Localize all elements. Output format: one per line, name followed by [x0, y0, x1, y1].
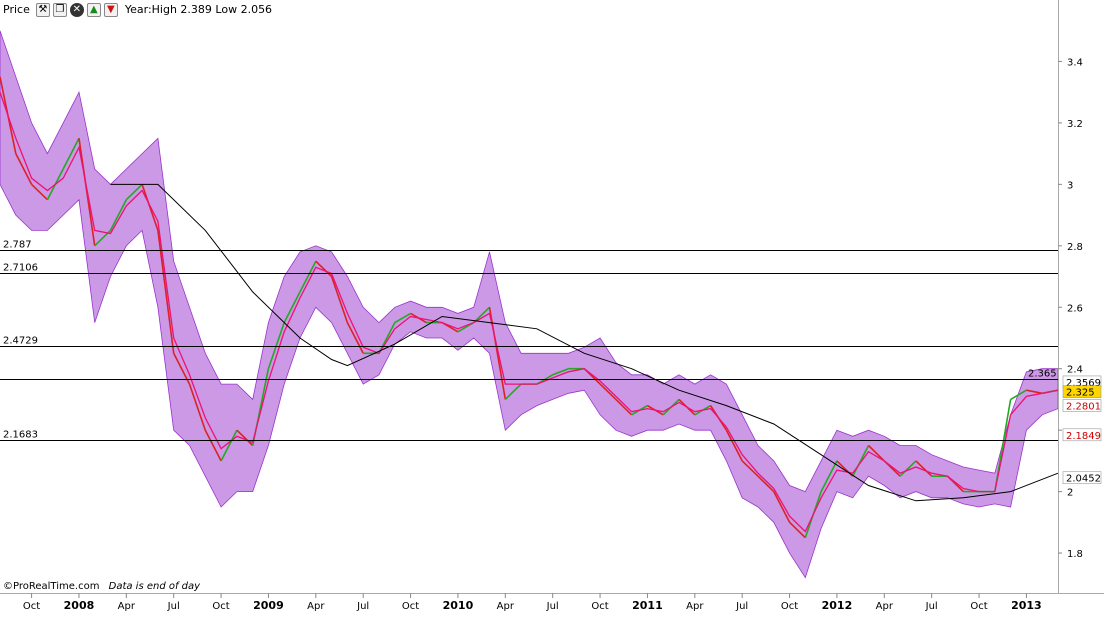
level-label: 2.787 — [3, 240, 32, 251]
y-tick-label: 2.6 — [1067, 303, 1083, 314]
level-label: 2.1683 — [3, 430, 38, 441]
x-tick-label: Apr — [686, 601, 704, 612]
price-segment — [741, 460, 759, 477]
price-segment — [899, 460, 917, 477]
price-segment — [599, 383, 617, 400]
y-tick-label: 3.2 — [1067, 119, 1083, 130]
y-tick-label: 3 — [1067, 180, 1073, 191]
close-icon[interactable]: ✕ — [69, 2, 84, 17]
window-icon[interactable]: ❐ — [52, 2, 67, 17]
moving-average-slow-line — [110, 183, 1059, 502]
axis-value-label: 2.0452 — [1066, 474, 1101, 485]
x-tick-label: Oct — [402, 601, 419, 612]
x-tick-label: 2010 — [443, 599, 474, 612]
price-segment — [504, 383, 522, 400]
price-segment — [1026, 389, 1043, 395]
move-up-icon[interactable]: ▲ — [86, 2, 101, 17]
x-tick-label: Jul — [735, 601, 748, 612]
watermark-note: Data is end of day — [108, 581, 201, 592]
price-segment — [1010, 389, 1027, 401]
price-segment — [725, 429, 743, 462]
axis-value-label: 2.325 — [1066, 388, 1095, 399]
x-tick-label: Jul — [167, 601, 180, 612]
price-segment — [141, 184, 159, 231]
year-range-text: Year:High 2.389 Low 2.056 — [124, 3, 273, 16]
level-label: 2.365 — [1028, 369, 1057, 380]
x-tick-label: 2011 — [632, 599, 663, 612]
level-label: 2.4729 — [3, 336, 38, 347]
price-segment — [394, 312, 412, 324]
price-segment — [188, 383, 207, 431]
price-segment — [773, 491, 791, 523]
x-tick-label: Apr — [307, 601, 325, 612]
price-segment — [299, 260, 317, 293]
wrench-icon[interactable]: ⚒ — [35, 2, 50, 17]
price-segment — [15, 153, 33, 185]
x-tick-label: Apr — [876, 601, 894, 612]
price-segment — [172, 352, 191, 385]
price-segment — [267, 322, 285, 369]
moving-average-fast-line — [0, 91, 1059, 533]
price-segment — [220, 429, 238, 462]
x-tick-label: 2008 — [64, 599, 95, 612]
axis-value-tag — [1062, 428, 1102, 442]
watermark-brand: ©ProRealTime.com — [3, 581, 100, 592]
move-down-icon[interactable]: ▼ — [103, 2, 118, 17]
axis-value-label: 2.2801 — [1066, 402, 1101, 413]
axis-value-tag — [1062, 399, 1102, 412]
x-tick-label: Jul — [925, 601, 938, 612]
x-tick-label: 2013 — [1011, 599, 1042, 612]
price-segment — [915, 460, 933, 477]
price-segment — [283, 291, 301, 323]
x-tick-label: Oct — [781, 601, 798, 612]
axis-value-label: 2.3569 — [1066, 378, 1101, 389]
price-segment — [330, 276, 349, 323]
x-tick-label: 2012 — [822, 599, 853, 612]
price-segment — [31, 183, 48, 201]
y-tick-label: 3.4 — [1067, 57, 1083, 68]
y-tick-label: 1.8 — [1067, 549, 1083, 560]
price-segment — [346, 322, 364, 354]
price-segment — [615, 398, 633, 416]
price-segment — [473, 306, 491, 324]
x-tick-label: Jul — [356, 601, 369, 612]
level-label: 2.7106 — [3, 263, 38, 274]
price-segment — [236, 429, 254, 447]
x-tick-label: Jul — [546, 601, 559, 612]
price-segment — [109, 199, 128, 231]
price-segment — [757, 475, 775, 493]
price-segment — [867, 444, 885, 462]
price-segment — [552, 367, 569, 376]
price-segment — [204, 429, 222, 462]
chart-toolbar: Price ⚒ ❐ ✕ ▲ ▼ Year:High 2.389 Low 2.05… — [0, 0, 273, 19]
x-tick-label: Oct — [212, 601, 229, 612]
x-tick-label: Oct — [970, 601, 987, 612]
watermark: ©ProRealTime.com Data is end of day — [3, 581, 200, 592]
panel-title: Price — [3, 3, 30, 16]
x-tick-label: Apr — [118, 601, 136, 612]
price-segment — [789, 521, 806, 539]
price-segment — [851, 445, 870, 477]
y-tick-label: 2.4 — [1067, 365, 1083, 376]
x-tick-label: Oct — [23, 601, 40, 612]
x-tick-label: 2009 — [253, 599, 284, 612]
x-tick-label: Apr — [497, 601, 515, 612]
price-segment — [820, 460, 838, 492]
axis-value-tag — [1062, 385, 1102, 399]
y-tick-label: 2 — [1067, 488, 1073, 499]
axis-value-label: 2.1849 — [1066, 431, 1101, 442]
axis-value-tag — [1062, 471, 1102, 485]
y-tick-label: 2.8 — [1067, 242, 1083, 253]
price-segment — [125, 183, 143, 201]
x-tick-label: Oct — [591, 601, 608, 612]
price-segment — [62, 137, 80, 170]
